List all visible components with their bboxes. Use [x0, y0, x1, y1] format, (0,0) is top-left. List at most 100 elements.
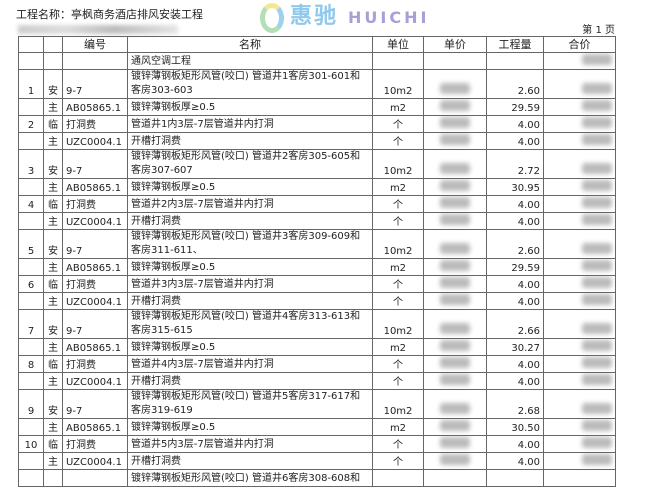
- redacted-value: [440, 243, 470, 254]
- redacted-value: [440, 163, 470, 174]
- cell-price: [423, 355, 487, 373]
- cell-total: [543, 469, 616, 487]
- redacted-value: [440, 374, 470, 385]
- cell-qty: 2.66: [486, 309, 544, 339]
- cell-unit: 个: [372, 132, 424, 150]
- cell-price: [423, 452, 487, 470]
- cell-total: [543, 355, 616, 373]
- cell-qty: 4.00: [486, 355, 544, 373]
- cell-type: 临: [43, 115, 63, 133]
- redacted-value: [582, 197, 612, 208]
- col-name: 名称: [127, 36, 373, 53]
- redacted-value: [440, 454, 470, 465]
- cell-total: [543, 435, 616, 453]
- cell-name: 管道井2内3层-7层管道井内打洞: [127, 195, 373, 213]
- cell-unit: 10m2: [372, 229, 424, 259]
- cell-unit: 个: [372, 115, 424, 133]
- cell-name: 镀锌薄钢板厚≥0.5: [127, 258, 373, 276]
- cell-seq: [18, 292, 44, 310]
- redacted-value: [440, 100, 470, 111]
- cell-type: 主: [43, 338, 63, 356]
- cell-total: [543, 309, 616, 339]
- table-row: 主 UZC0004.1 开槽打洞费个 4.00: [18, 132, 616, 150]
- cell-code: 9-7: [62, 229, 128, 259]
- cell-type: 安: [43, 149, 63, 179]
- cell-unit: m2: [372, 178, 424, 196]
- redacted-value: [440, 117, 470, 128]
- cell-price: [423, 469, 487, 487]
- cell-price: [423, 115, 487, 133]
- cell-unit: m2: [372, 418, 424, 436]
- cell-unit: 个: [372, 355, 424, 373]
- watermark-logo: 惠驰 HUICHI: [260, 1, 450, 34]
- cell-qty: 2.68: [486, 389, 544, 419]
- cell-type: 主: [43, 292, 63, 310]
- cell-seq: [18, 258, 44, 276]
- logo-icon: [260, 3, 284, 33]
- cell-total: [543, 178, 616, 196]
- col-seq: [18, 36, 44, 53]
- cell-name: 镀锌薄钢板厚≥0.5: [127, 178, 373, 196]
- cell-total: [543, 258, 616, 276]
- cell-total: [543, 98, 616, 116]
- project-title: 工程名称：亭枫商务酒店排风安装工程: [16, 8, 203, 21]
- cell-name: 管道井4内3层-7层管道井内打洞: [127, 355, 373, 373]
- table-row: 2 临打洞费 管道井1内3层-7层管道井内打洞个 4.00: [18, 115, 616, 133]
- redacted-value: [582, 403, 612, 414]
- cell-seq: 8: [18, 355, 44, 373]
- cell-price: [423, 389, 487, 419]
- cell-type: 主: [43, 178, 63, 196]
- cell-qty: 30.50: [486, 418, 544, 436]
- table-row: 9 安 9-7 镀锌薄钢板矩形风管(咬口) 管道井5客房317-617和客房319-6…: [18, 389, 616, 419]
- cell-seq: [18, 52, 44, 70]
- cell-seq: [18, 178, 44, 196]
- cell-code: [62, 469, 128, 487]
- redacted-value: [582, 357, 612, 368]
- redacted-value: [440, 260, 470, 271]
- cell-name: 镀锌薄钢板矩形风管(咬口) 管道井2客房305-605和客房307-607: [127, 149, 373, 179]
- cell-type: [43, 469, 63, 487]
- table-row: 主 AB05865.1 镀锌薄钢板厚≥0.5 m2 29.59: [18, 258, 616, 276]
- cell-name: 开槽打洞费: [127, 372, 373, 390]
- cell-type: [43, 52, 63, 70]
- cell-code: 打洞费: [62, 115, 128, 133]
- cell-type: 临: [43, 275, 63, 293]
- redacted-value: [440, 323, 470, 334]
- cell-code: AB05865.1: [62, 338, 128, 356]
- cell-name: 管道井3内3层-7层管道井内打洞: [127, 275, 373, 293]
- cell-seq: 4: [18, 195, 44, 213]
- table-row: 主 UZC0004.1 开槽打洞费个 4.00: [18, 212, 616, 230]
- cell-code: 9-7: [62, 389, 128, 419]
- cell-price: [423, 229, 487, 259]
- cell-name: 管道井5内3层-7层管道井内打洞: [127, 435, 373, 453]
- cell-code: 打洞费: [62, 355, 128, 373]
- cell-name: 镀锌薄钢板厚≥0.5: [127, 338, 373, 356]
- redacted-value: [582, 323, 612, 334]
- cell-price: [423, 132, 487, 150]
- redacted-value: [440, 277, 470, 288]
- table-row: 10 临打洞费 管道井5内3层-7层管道井内打洞个 4.00: [18, 435, 616, 453]
- watermark-cn: 惠驰: [290, 4, 339, 29]
- cell-unit: 10m2: [372, 69, 424, 99]
- cell-type: 主: [43, 212, 63, 230]
- cell-type: 主: [43, 452, 63, 470]
- cell-seq: 2: [18, 115, 44, 133]
- cell-unit: m2: [372, 258, 424, 276]
- cell-total: [543, 195, 616, 213]
- redacted-value: [440, 197, 470, 208]
- cell-total: [543, 418, 616, 436]
- cell-qty: 4.00: [486, 372, 544, 390]
- cell-type: 临: [43, 195, 63, 213]
- cell-qty: [486, 52, 544, 70]
- redacted-value: [582, 163, 612, 174]
- cell-seq: 3: [18, 149, 44, 179]
- cell-total: [543, 52, 616, 70]
- cell-seq: [18, 132, 44, 150]
- cell-name: 镀锌薄钢板矩形风管(咬口) 管道井4客房313-613和客房315-615: [127, 309, 373, 339]
- cell-name: 镀锌薄钢板厚≥0.5: [127, 418, 373, 436]
- table-row: 6 临打洞费 管道井3内3层-7层管道井内打洞个 4.00: [18, 275, 616, 293]
- cell-seq: [18, 372, 44, 390]
- cell-name: 镀锌薄钢板矩形风管(咬口) 管道井3客房309-609和客房311-611、: [127, 229, 373, 259]
- cell-code: UZC0004.1: [62, 212, 128, 230]
- cell-price: [423, 178, 487, 196]
